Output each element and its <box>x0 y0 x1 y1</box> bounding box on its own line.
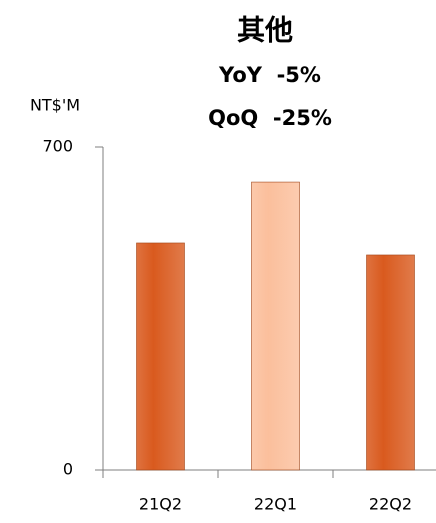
x-tick-label: 22Q2 <box>369 495 412 514</box>
x-tick-label: 22Q1 <box>254 495 297 514</box>
x-tick-label: 21Q2 <box>139 495 182 514</box>
bar <box>366 254 415 471</box>
y-tick-label: 700 <box>42 137 73 156</box>
chart-title: 其他 <box>237 14 293 47</box>
bar <box>251 181 300 471</box>
y-axis-label: NT$'M <box>30 96 80 115</box>
y-tick-label: 0 <box>63 460 73 479</box>
bar <box>136 242 185 471</box>
subtitle: YoY -5% <box>218 63 321 87</box>
subtitle: QoQ -25% <box>208 106 332 130</box>
